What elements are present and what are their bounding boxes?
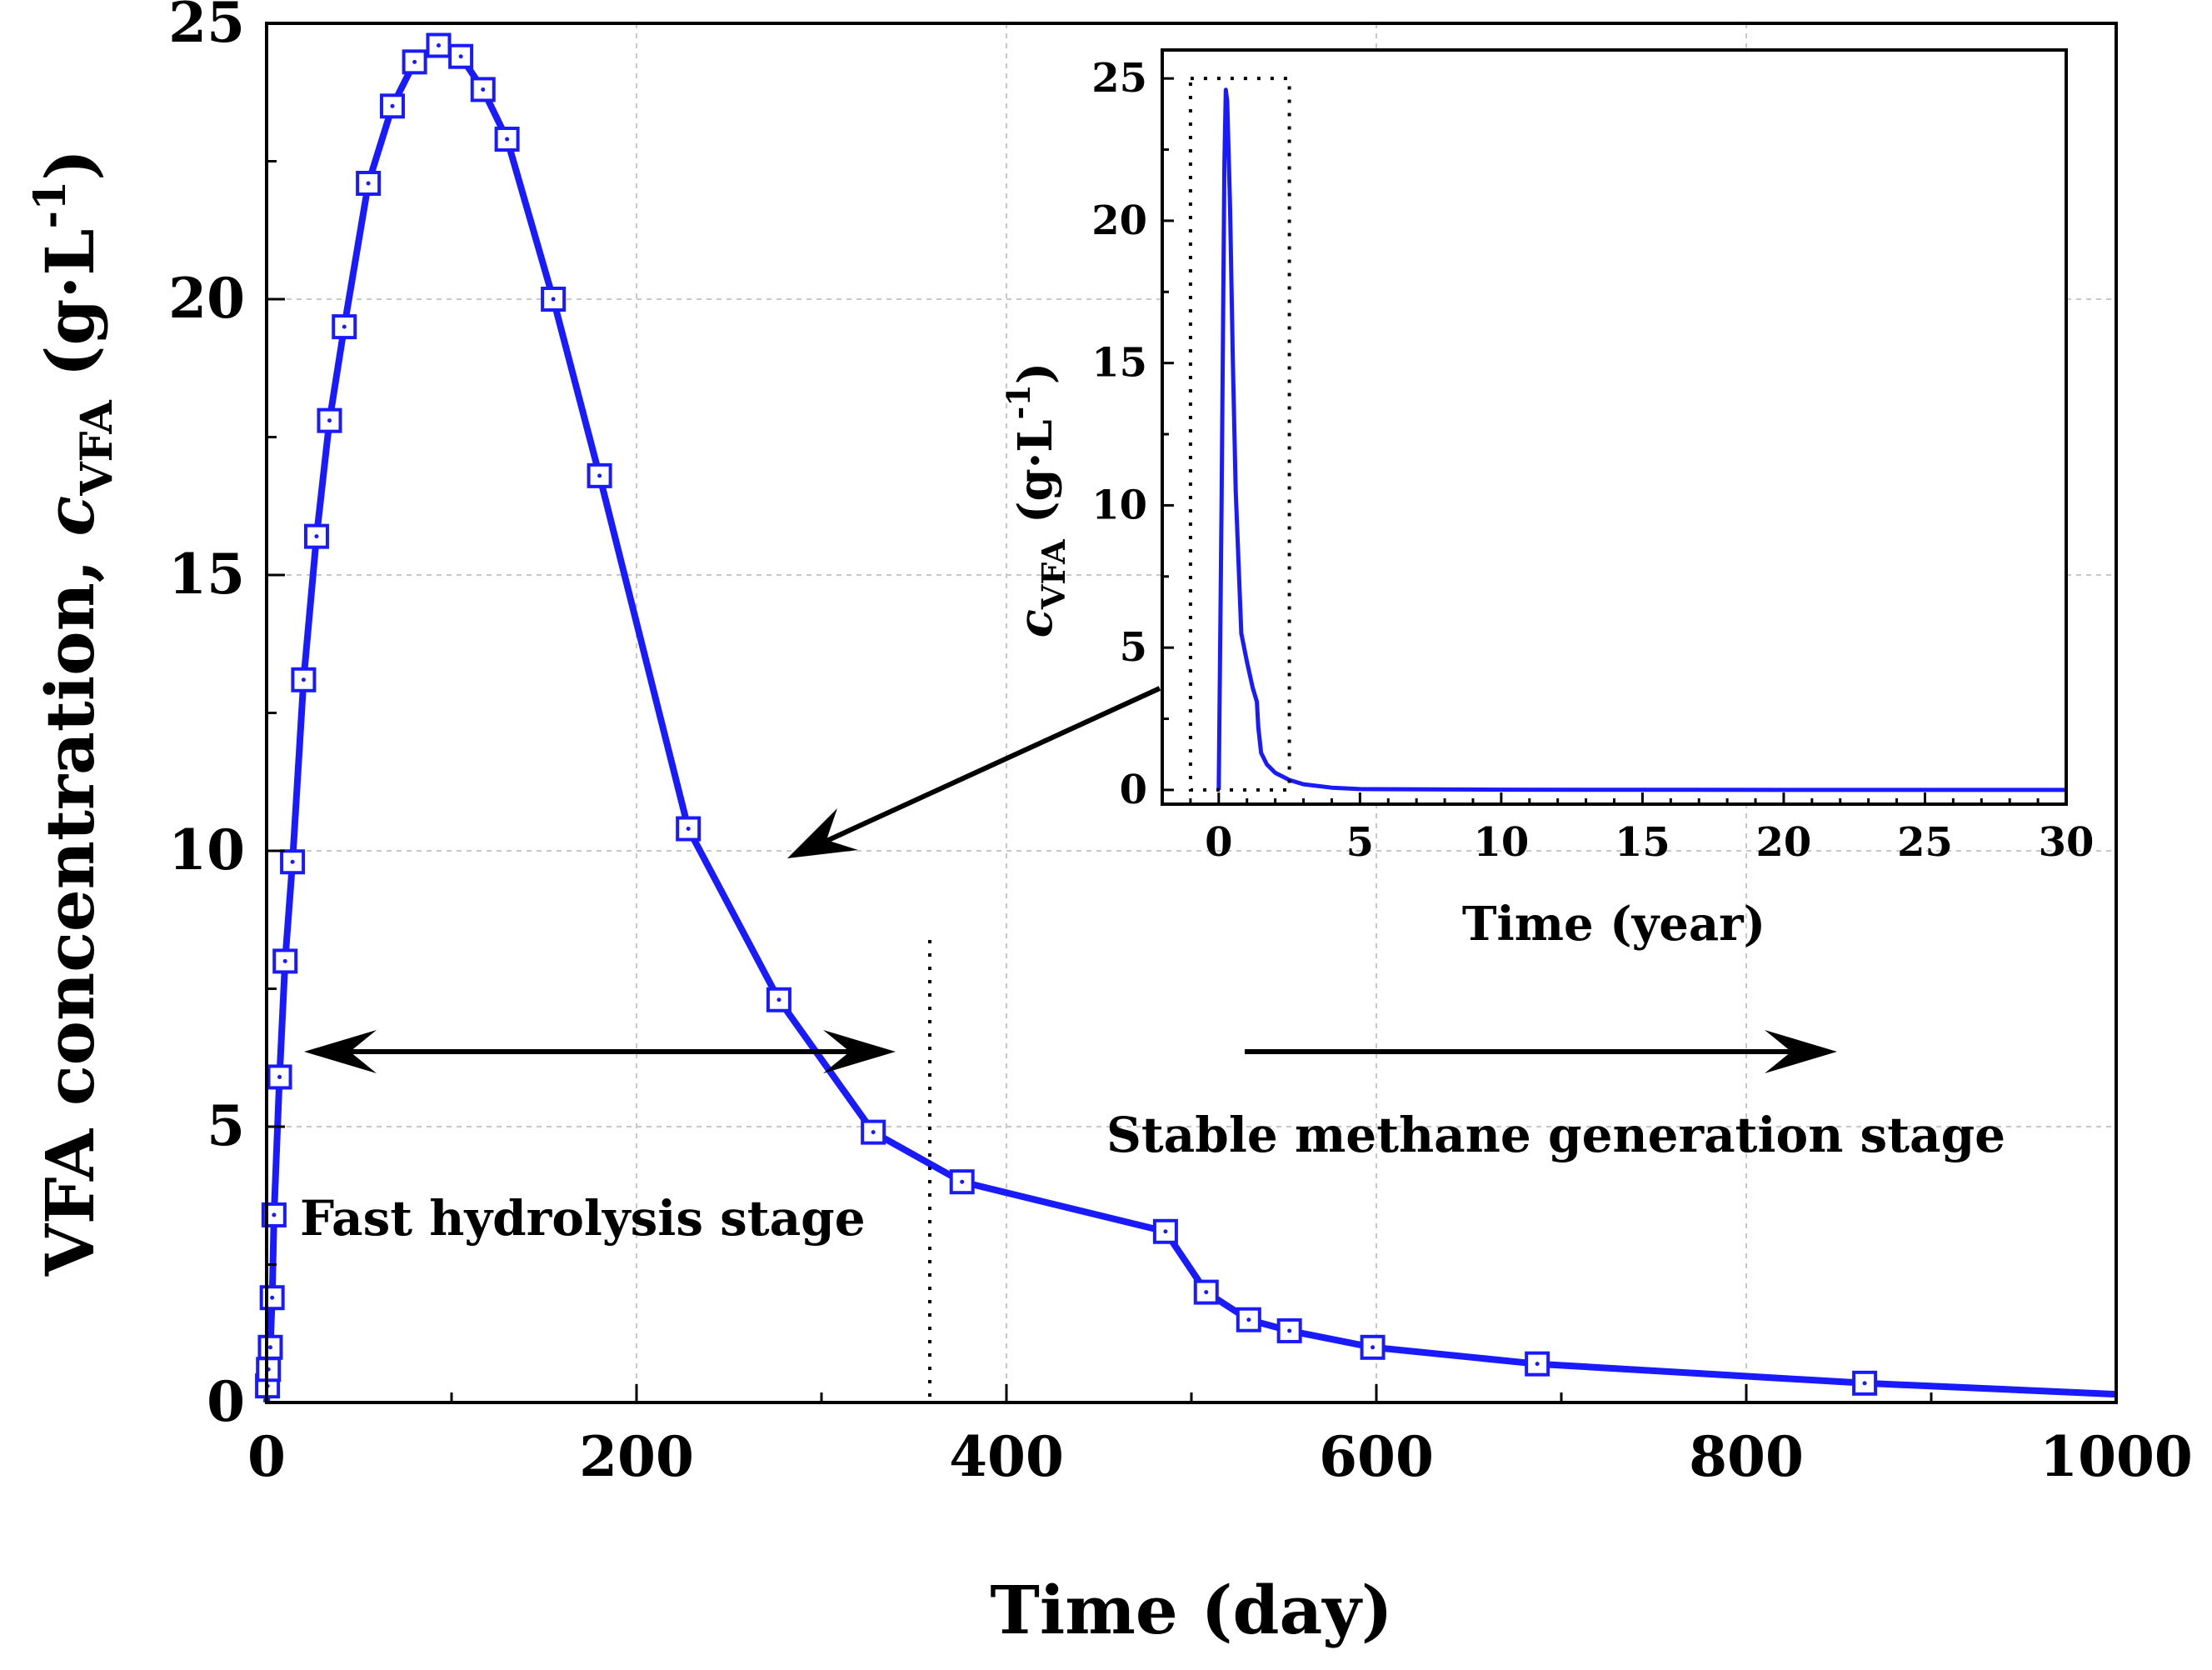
x-tick-label: 600 (1319, 1424, 1434, 1489)
data-point (587, 462, 612, 488)
data-point-center (1535, 1362, 1540, 1367)
data-point-center (1287, 1328, 1292, 1333)
fast-hydrolysis-arrow (304, 1030, 896, 1073)
stable-methane-label: Stable methane generation stage (1106, 1107, 2005, 1163)
x-tick-label: 800 (1689, 1424, 1804, 1489)
inset-y-axis-title: cVFA (g·L-1) (1000, 362, 1072, 638)
main-series (255, 32, 2117, 1403)
data-point-center (436, 42, 441, 48)
data-point (291, 667, 317, 692)
data-point (949, 1169, 975, 1195)
inset-y-tick-label: 5 (1120, 624, 1147, 671)
data-point (1525, 1351, 1550, 1377)
data-point-center (686, 827, 691, 832)
stable-methane-arrow (1245, 1030, 1837, 1073)
inset-series-line (1216, 88, 2066, 792)
x-tick-label: 200 (579, 1424, 694, 1489)
data-point (280, 849, 306, 875)
inset-x-tick-label: 10 (1473, 819, 1529, 866)
inset-y-tick-label: 20 (1091, 198, 1147, 244)
inset-y-tick-label: 10 (1091, 482, 1147, 528)
data-point (257, 1334, 283, 1360)
data-point-center (290, 859, 295, 864)
data-point-center (1204, 1290, 1209, 1295)
data-point-center (277, 1074, 282, 1079)
inset-axis-ticks: 0 5 10 15 20 25 30 0 5 10 15 20 25 (1091, 55, 2094, 866)
y-tick-label: 5 (207, 1093, 245, 1158)
y-tick-label: 20 (168, 266, 245, 331)
x-tick-label: 0 (247, 1424, 286, 1489)
inset-x-tick-label: 0 (1205, 819, 1232, 866)
inset-y-tick-label: 0 (1120, 767, 1147, 813)
y-tick-label: 15 (168, 542, 245, 607)
data-point (1360, 1334, 1386, 1360)
y-tick-label: 25 (168, 0, 245, 55)
data-point-center (301, 678, 306, 682)
main-x-axis-title: Time (day) (990, 1571, 1392, 1649)
data-point (1193, 1279, 1219, 1305)
y-tick-label: 0 (207, 1369, 245, 1434)
data-point-center (551, 297, 556, 302)
inset-background (1162, 50, 2066, 804)
data-point-center (1862, 1381, 1867, 1386)
x-tick-label: 400 (949, 1424, 1064, 1489)
y-tick-label: 10 (168, 818, 245, 882)
data-point-center (327, 418, 332, 423)
main-y-axis-title: VFA concentration, cVFA (g·L-1) (25, 149, 122, 1277)
inset-y-tick-label: 25 (1091, 55, 1147, 102)
data-point-center (412, 59, 417, 64)
data-point-center (1246, 1318, 1251, 1322)
data-point-center (505, 137, 510, 142)
inset-zoom-box (1188, 77, 1291, 792)
data-point-center (390, 103, 395, 108)
inset-x-tick-label: 20 (1756, 819, 1812, 866)
data-point-center (871, 1130, 876, 1135)
inset-x-tick-label: 30 (2039, 819, 2095, 866)
data-point-center (960, 1179, 965, 1184)
data-point-center (597, 473, 602, 478)
data-point-center (267, 1345, 272, 1350)
inset-x-tick-label: 25 (1897, 819, 1953, 866)
inset-y-tick-label: 15 (1091, 340, 1147, 387)
data-point-center (776, 998, 781, 1002)
data-point-center (342, 324, 347, 329)
data-point-center (272, 1212, 277, 1218)
inset-x-axis-title: Time (year) (1462, 897, 1765, 952)
data-point-center (458, 54, 463, 59)
data-point-center (270, 1295, 275, 1300)
inset-x-tick-label: 15 (1615, 819, 1670, 866)
x-tick-label: 1000 (2040, 1424, 2193, 1489)
inset-series (1216, 88, 2066, 792)
inset-zoom-rectangle (1188, 77, 1291, 792)
data-point-center (282, 958, 287, 963)
data-point-center (1163, 1229, 1168, 1234)
data-point-center (314, 534, 319, 539)
data-point (267, 1064, 292, 1090)
data-point-center (366, 181, 371, 186)
data-point-center (481, 87, 486, 92)
fast-hydrolysis-label: Fast hydrolysis stage (300, 1190, 866, 1247)
data-point (676, 816, 702, 842)
data-point-center (1371, 1345, 1376, 1350)
inset-connector-arrow (787, 686, 1161, 858)
inset-x-tick-label: 5 (1346, 819, 1374, 866)
